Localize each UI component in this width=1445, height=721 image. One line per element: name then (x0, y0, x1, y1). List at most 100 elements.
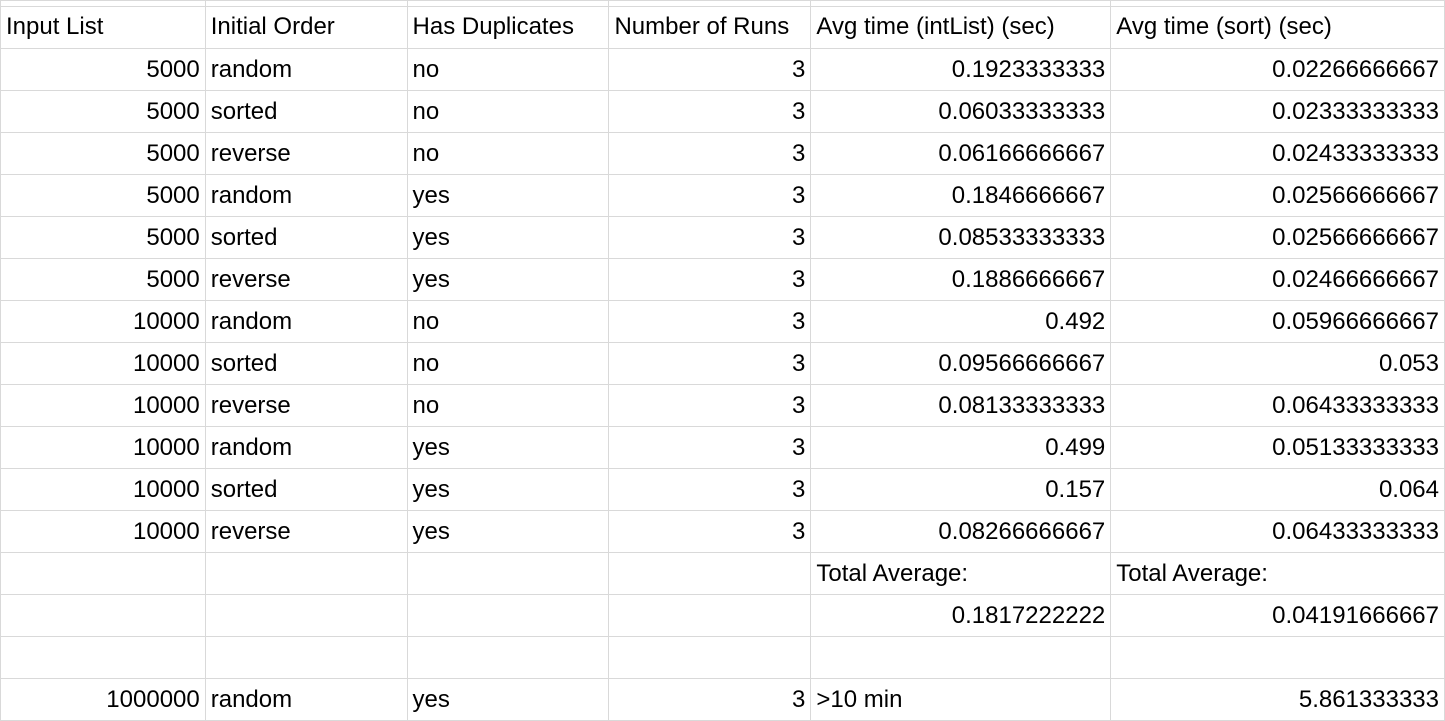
cell-avg-time-sort[interactable]: 0.064 (1110, 468, 1445, 511)
cell-avg-time-intlist[interactable]: 0.06166666667 (810, 132, 1112, 175)
cell-avg-time-intlist[interactable]: 0.499 (810, 426, 1112, 469)
cell-input-list[interactable]: 5000 (0, 258, 206, 301)
cell-avg-time-intlist[interactable]: 0.08533333333 (810, 216, 1112, 259)
cell-avg-time-sort[interactable]: 0.02566666667 (1110, 216, 1445, 259)
cell-initial-order[interactable]: reverse (204, 510, 408, 553)
cell-avg-time-intlist[interactable]: 0.1846666667 (810, 174, 1112, 217)
empty-cell[interactable] (204, 552, 408, 595)
cell-number-of-runs[interactable]: 3 (608, 48, 812, 91)
cell-has-duplicates[interactable]: no (406, 342, 610, 385)
cell-has-duplicates[interactable]: yes (406, 678, 610, 721)
cell-has-duplicates[interactable]: yes (406, 174, 610, 217)
cell-avg-time-intlist[interactable]: 0.157 (810, 468, 1112, 511)
cell-avg-time-intlist[interactable]: 0.1923333333 (810, 48, 1112, 91)
cell-initial-order[interactable]: random (204, 300, 408, 343)
cell-input-list[interactable]: 5000 (0, 174, 206, 217)
cell-number-of-runs[interactable]: 3 (608, 132, 812, 175)
empty-cell[interactable] (0, 552, 206, 595)
cell-avg-time-sort[interactable]: 0.04191666667 (1110, 594, 1445, 637)
cell-initial-order[interactable]: random (204, 174, 408, 217)
cell-avg-time-intlist[interactable]: 0.09566666667 (810, 342, 1112, 385)
cell-input-list[interactable]: 5000 (0, 48, 206, 91)
cell-input-list[interactable]: 10000 (0, 468, 206, 511)
cell-has-duplicates[interactable]: no (406, 48, 610, 91)
cell-has-duplicates[interactable]: yes (406, 510, 610, 553)
cell-number-of-runs[interactable]: 3 (608, 678, 812, 721)
cell-input-list[interactable]: 5000 (0, 90, 206, 133)
cell-avg-time-sort[interactable]: 0.05133333333 (1110, 426, 1445, 469)
cell-avg-time-sort[interactable]: 0.053 (1110, 342, 1445, 385)
empty-cell[interactable] (608, 552, 812, 595)
cell-input-list[interactable]: 10000 (0, 300, 206, 343)
cell-has-duplicates[interactable]: no (406, 90, 610, 133)
cell-has-duplicates[interactable]: yes (406, 258, 610, 301)
cell-initial-order[interactable]: reverse (204, 258, 408, 301)
empty-cell[interactable] (0, 594, 206, 637)
cell-avg-time-sort[interactable]: 0.02466666667 (1110, 258, 1445, 301)
cell-initial-order[interactable]: sorted (204, 90, 408, 133)
cell-avg-time-intlist[interactable]: 0.492 (810, 300, 1112, 343)
cell-number-of-runs[interactable]: 3 (608, 258, 812, 301)
cell-initial-order[interactable]: random (204, 426, 408, 469)
cell-initial-order[interactable]: random (204, 678, 408, 721)
cell-avg-time-intlist[interactable]: Total Average: (810, 552, 1112, 595)
cell-has-duplicates[interactable]: yes (406, 468, 610, 511)
header-cell-number-of-runs[interactable]: Number of Runs (608, 6, 812, 49)
empty-cell[interactable] (1110, 636, 1445, 679)
cell-avg-time-intlist[interactable]: 0.1817222222 (810, 594, 1112, 637)
cell-input-list[interactable]: 10000 (0, 342, 206, 385)
cell-input-list[interactable]: 5000 (0, 132, 206, 175)
cell-has-duplicates[interactable]: no (406, 300, 610, 343)
header-cell-input-list[interactable]: Input List (0, 6, 206, 49)
cell-input-list[interactable]: 5000 (0, 216, 206, 259)
cell-number-of-runs[interactable]: 3 (608, 216, 812, 259)
cell-number-of-runs[interactable]: 3 (608, 300, 812, 343)
cell-avg-time-intlist[interactable]: 0.06033333333 (810, 90, 1112, 133)
cell-input-list[interactable]: 1000000 (0, 678, 206, 721)
cell-has-duplicates[interactable]: yes (406, 426, 610, 469)
empty-cell[interactable] (204, 636, 408, 679)
cell-number-of-runs[interactable]: 3 (608, 510, 812, 553)
cell-initial-order[interactable]: reverse (204, 384, 408, 427)
cell-initial-order[interactable]: sorted (204, 468, 408, 511)
cell-avg-time-intlist[interactable]: 0.1886666667 (810, 258, 1112, 301)
cell-input-list[interactable]: 10000 (0, 510, 206, 553)
cell-avg-time-sort[interactable]: 0.02266666667 (1110, 48, 1445, 91)
cell-number-of-runs[interactable]: 3 (608, 342, 812, 385)
header-cell-avg-time-intlist[interactable]: Avg time (intList) (sec) (810, 6, 1112, 49)
empty-cell[interactable] (0, 636, 206, 679)
header-cell-has-duplicates[interactable]: Has Duplicates (406, 6, 610, 49)
cell-has-duplicates[interactable]: no (406, 132, 610, 175)
cell-avg-time-sort[interactable]: 0.06433333333 (1110, 510, 1445, 553)
header-cell-initial-order[interactable]: Initial Order (204, 6, 408, 49)
cell-avg-time-sort[interactable]: 5.861333333 (1110, 678, 1445, 721)
empty-cell[interactable] (406, 594, 610, 637)
cell-number-of-runs[interactable]: 3 (608, 384, 812, 427)
cell-avg-time-sort[interactable]: 0.02566666667 (1110, 174, 1445, 217)
empty-cell[interactable] (406, 636, 610, 679)
cell-number-of-runs[interactable]: 3 (608, 426, 812, 469)
empty-cell[interactable] (810, 636, 1112, 679)
cell-input-list[interactable]: 10000 (0, 384, 206, 427)
cell-initial-order[interactable]: sorted (204, 216, 408, 259)
cell-initial-order[interactable]: reverse (204, 132, 408, 175)
cell-number-of-runs[interactable]: 3 (608, 90, 812, 133)
empty-cell[interactable] (204, 594, 408, 637)
cell-avg-time-sort[interactable]: Total Average: (1110, 552, 1445, 595)
cell-avg-time-intlist[interactable]: >10 min (810, 678, 1112, 721)
empty-cell[interactable] (406, 552, 610, 595)
cell-avg-time-sort[interactable]: 0.02433333333 (1110, 132, 1445, 175)
cell-has-duplicates[interactable]: yes (406, 216, 610, 259)
cell-avg-time-intlist[interactable]: 0.08133333333 (810, 384, 1112, 427)
header-cell-avg-time-sort[interactable]: Avg time (sort) (sec) (1110, 6, 1445, 49)
empty-cell[interactable] (608, 594, 812, 637)
cell-initial-order[interactable]: sorted (204, 342, 408, 385)
cell-has-duplicates[interactable]: no (406, 384, 610, 427)
cell-number-of-runs[interactable]: 3 (608, 174, 812, 217)
cell-input-list[interactable]: 10000 (0, 426, 206, 469)
empty-cell[interactable] (608, 636, 812, 679)
cell-avg-time-intlist[interactable]: 0.08266666667 (810, 510, 1112, 553)
cell-avg-time-sort[interactable]: 0.05966666667 (1110, 300, 1445, 343)
cell-initial-order[interactable]: random (204, 48, 408, 91)
cell-avg-time-sort[interactable]: 0.02333333333 (1110, 90, 1445, 133)
